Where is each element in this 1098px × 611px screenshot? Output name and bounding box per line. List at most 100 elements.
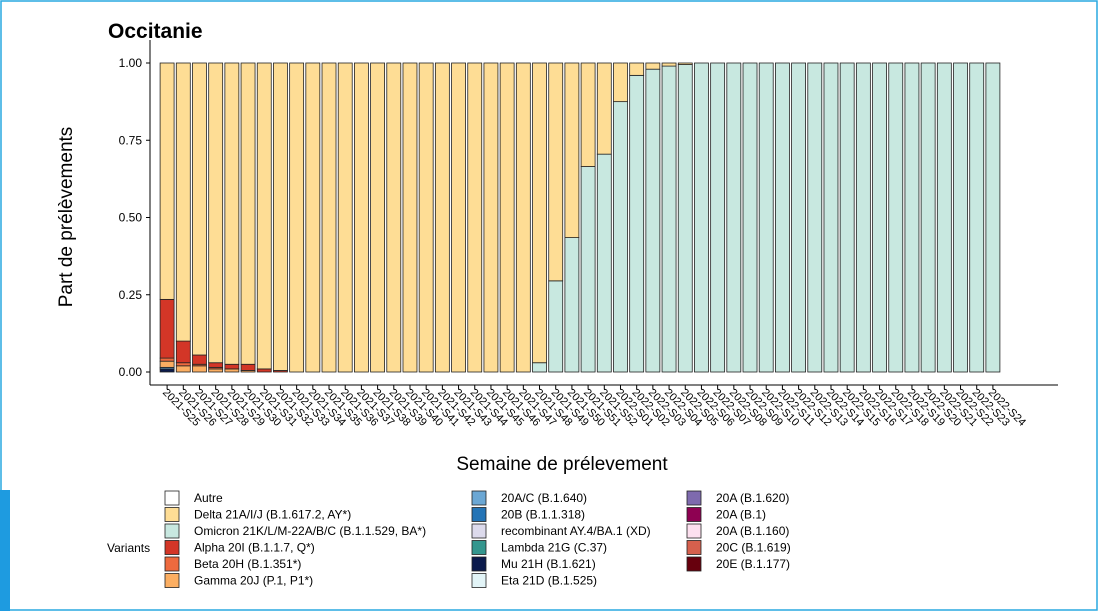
bar-segment xyxy=(208,368,224,373)
bar-segment xyxy=(192,354,207,365)
y-tick-label: 1.00 xyxy=(119,56,143,70)
bar-segment xyxy=(564,237,580,373)
legend-label: 20A (B.1.160) xyxy=(716,524,789,538)
legend-label: Gamma 20J (P.1, P1*) xyxy=(194,574,313,588)
bar-segment xyxy=(418,62,434,373)
legend-label: Mu 21H (B.1.621) xyxy=(501,557,596,571)
legend-label: 20A (B.1.620) xyxy=(716,491,789,505)
legend-label: Omicron 21K/L/M-22A/B/C (B.1.1.529, BA*) xyxy=(194,524,426,538)
legend-label: 20A (B.1) xyxy=(716,508,766,522)
bar-segment xyxy=(758,62,774,373)
bar-segment xyxy=(661,65,677,373)
bar-segment xyxy=(548,62,564,282)
bar-segment xyxy=(629,62,645,76)
bar-segment xyxy=(224,368,240,373)
bar-segment xyxy=(548,280,564,373)
x-axis-label: Semaine de prélevement xyxy=(456,454,668,475)
bar-segment xyxy=(224,62,240,365)
bar-segment xyxy=(321,62,337,373)
bar-segment xyxy=(677,62,693,65)
bar-segment xyxy=(694,62,709,373)
bar-segment xyxy=(823,62,839,373)
bar-segment xyxy=(904,62,920,373)
bar-segment xyxy=(240,62,256,365)
bar-segment xyxy=(596,62,612,155)
bar-segment xyxy=(208,362,224,368)
legend-swatch xyxy=(164,523,180,539)
legend-label: Eta 21D (B.1.525) xyxy=(501,574,597,588)
bar-segment xyxy=(402,62,418,373)
bar-segment xyxy=(726,62,742,373)
bar-segment xyxy=(483,62,499,373)
legend-label: 20B (B.1.1.318) xyxy=(501,508,585,522)
bar-segment xyxy=(467,62,483,373)
bar-segment xyxy=(839,62,855,373)
legend-label: Delta 21A/I/J (B.1.617.2, AY*) xyxy=(194,508,351,522)
legend-swatch xyxy=(164,540,180,555)
bar-segment xyxy=(159,357,175,362)
bar-segment xyxy=(224,363,240,370)
legend-swatch xyxy=(686,523,702,539)
legend-label: recombinant AY.4/BA.1 (XD) xyxy=(501,524,651,538)
legend-swatch xyxy=(686,507,702,522)
bar-segment xyxy=(985,62,1001,373)
legend-swatch xyxy=(686,490,702,506)
bar-segment xyxy=(370,62,385,373)
legend-swatch xyxy=(686,540,702,555)
y-tick-label: 0.75 xyxy=(119,133,143,147)
bar-segment xyxy=(645,62,661,70)
bar-segment xyxy=(645,68,661,373)
bar-segment xyxy=(515,62,531,373)
bar-segment xyxy=(791,62,806,373)
bar-segment xyxy=(596,153,612,373)
legend-swatch xyxy=(471,507,487,522)
bar-segment xyxy=(434,62,450,373)
legend-swatch xyxy=(471,556,487,572)
y-axis-label: Part de prélèvements xyxy=(56,127,77,308)
legend-label: Alpha 20I (B.1.1.7, Q*) xyxy=(194,541,315,555)
bar-segment xyxy=(807,62,823,373)
legend-label: 20E (B.1.177) xyxy=(716,557,790,571)
legend-label: Beta 20H (B.1.351*) xyxy=(194,557,301,571)
bar-segment xyxy=(499,62,515,373)
bar-segment xyxy=(564,62,580,238)
legend-swatch xyxy=(471,540,487,555)
legend-swatch xyxy=(164,490,180,506)
bar-segment xyxy=(175,62,191,342)
legend-swatch xyxy=(164,556,180,572)
bar-segment xyxy=(451,62,466,373)
bar-segment xyxy=(240,363,256,371)
legend-label: 20A/C (B.1.640) xyxy=(501,491,587,505)
bar-segment xyxy=(888,62,904,373)
legend-title: Variants xyxy=(107,541,150,555)
y-tick-label: 0.50 xyxy=(119,211,143,225)
legend-swatch xyxy=(471,523,487,539)
y-tick-label: 0.25 xyxy=(119,288,143,302)
bar-segment xyxy=(710,62,726,373)
bar-segment xyxy=(855,62,871,373)
legend-label: Autre xyxy=(194,491,223,505)
bar-segment xyxy=(208,62,224,364)
legend-label: 20C (B.1.619) xyxy=(716,541,791,555)
side-strip xyxy=(0,490,10,611)
bar-segment xyxy=(580,62,596,167)
bar-segment xyxy=(159,360,175,368)
bar-segment xyxy=(192,62,207,356)
bar-segment xyxy=(273,62,288,371)
bar-segment xyxy=(920,62,936,373)
bar-segment xyxy=(872,62,887,373)
bar-segment xyxy=(936,62,952,373)
bar-segment xyxy=(159,62,175,300)
bar-segment xyxy=(629,74,645,373)
bar-segment xyxy=(175,340,191,364)
bar-segment xyxy=(354,62,369,373)
legend-swatch xyxy=(471,573,487,588)
bar-segment xyxy=(256,62,272,370)
bar-segment xyxy=(289,62,305,373)
legend-swatch xyxy=(164,507,180,522)
bar-segment xyxy=(742,62,758,373)
bar-segment xyxy=(613,62,628,103)
bar-segment xyxy=(192,365,207,373)
